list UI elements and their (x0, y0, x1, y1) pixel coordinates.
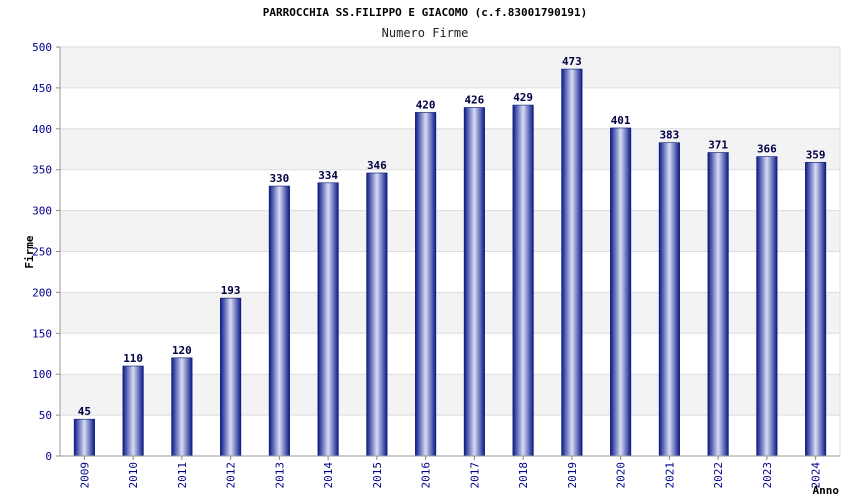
x-tick-label-2010: 2010 (127, 462, 140, 489)
bar-2021 (658, 142, 680, 457)
x-tick-label-2019: 2019 (566, 462, 579, 489)
bar-2015 (366, 172, 388, 457)
x-tick-label-2022: 2022 (712, 462, 725, 489)
data-label-2015: 346 (367, 159, 387, 172)
bar-2014 (317, 182, 339, 457)
y-tick-label: 200 (32, 286, 52, 299)
x-tick-label-2013: 2013 (273, 462, 286, 489)
bar-2020 (610, 127, 632, 457)
bar-2019 (561, 68, 583, 457)
data-label-2009: 45 (78, 405, 91, 418)
bar-2013 (268, 185, 290, 457)
y-tick-label: 100 (32, 368, 52, 381)
bar-2009 (73, 418, 95, 457)
chart-title: PARROCCHIA SS.FILIPPO E GIACOMO (c.f.830… (263, 6, 588, 19)
x-tick-label-2014: 2014 (322, 462, 335, 489)
y-tick-label: 450 (32, 82, 52, 95)
x-tick-label-2020: 2020 (615, 462, 628, 489)
x-tick-label-2023: 2023 (761, 462, 774, 489)
data-label-2016: 420 (416, 98, 436, 111)
data-label-2020: 401 (611, 114, 631, 127)
chart-subtitle: Numero Firme (382, 26, 469, 40)
x-tick-label-2015: 2015 (371, 462, 384, 489)
data-label-2022: 371 (708, 139, 728, 152)
bar-2024 (805, 162, 827, 457)
data-label-2024: 359 (806, 148, 826, 161)
bar-2012 (220, 297, 242, 457)
data-label-2023: 366 (757, 143, 777, 156)
data-label-2014: 334 (318, 169, 338, 182)
y-tick-label: 500 (32, 41, 52, 54)
y-tick-label: 300 (32, 205, 52, 218)
y-tick-label: 250 (32, 246, 52, 259)
y-tick-label: 150 (32, 327, 52, 340)
x-tick-label-2012: 2012 (225, 462, 238, 489)
x-tick-label-2018: 2018 (517, 462, 530, 489)
x-tick-label-2016: 2016 (420, 462, 433, 489)
bar-2017 (463, 107, 485, 457)
data-label-2021: 383 (659, 129, 679, 142)
data-labels: 45 110 120 193 330 334 346 420 426 429 473 401 383 37… (78, 55, 826, 418)
y-tick-label: 50 (39, 409, 52, 422)
x-axis-label: Anno (813, 484, 840, 497)
bars (73, 68, 827, 457)
x-tick-label-2009: 2009 (78, 462, 91, 489)
y-tick-label: 350 (32, 164, 52, 177)
y-axis-label: Firme (23, 235, 36, 268)
bar-2011 (171, 357, 193, 457)
x-tick-label-2017: 2017 (468, 462, 481, 489)
data-label-2017: 426 (464, 94, 484, 107)
y-tick-label: 0 (45, 450, 52, 463)
grid-band (60, 47, 840, 88)
x-tick-label-2011: 2011 (176, 462, 189, 489)
x-tick-label-2021: 2021 (663, 462, 676, 489)
data-label-2019: 473 (562, 55, 582, 68)
y-tick-labels: 0 50 100 150 200 250 300 350 400 450 500 (32, 41, 52, 463)
data-label-2013: 330 (269, 172, 289, 185)
bar-2023 (756, 156, 778, 457)
data-label-2010: 110 (123, 352, 143, 365)
y-tick-label: 400 (32, 123, 52, 136)
axes (59, 47, 841, 457)
x-tick-label-2024: 2024 (810, 462, 823, 489)
x-tick-labels: 2009 2010 2011 2012 2013 2014 2015 2016 2017 2018… (78, 456, 823, 489)
data-label-2012: 193 (221, 284, 241, 297)
bar-2010 (122, 365, 144, 457)
data-label-2018: 429 (513, 91, 533, 104)
bar-2018 (512, 104, 534, 457)
bar-2016 (415, 112, 437, 457)
bar-2022 (707, 152, 729, 457)
data-label-2011: 120 (172, 344, 192, 357)
